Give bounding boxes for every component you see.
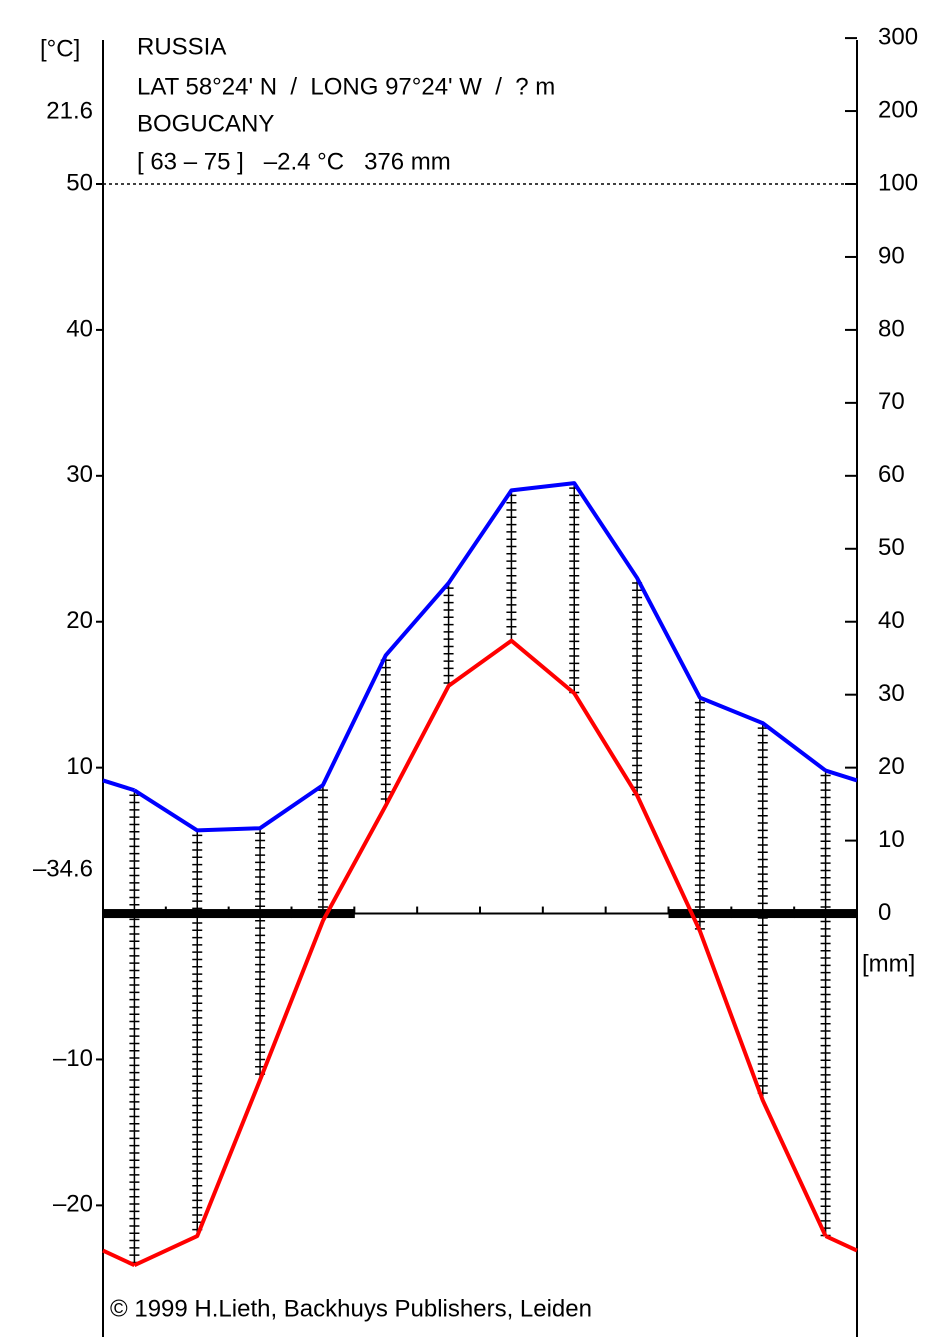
y2-axis-label: [mm] [862,950,915,977]
y2-tick-label: 10 [878,826,905,853]
y2-tick-label: 80 [878,315,905,342]
frost-bar [165,909,230,919]
y2-tick-label: 30 [878,680,905,707]
frost-bar [668,909,732,919]
y-tick-label: –10 [53,1045,93,1072]
y2-tick-label: 0 [878,899,891,926]
y-axis-label: [°C] [40,35,80,62]
subtitle: BOGUCANY [137,110,274,137]
subtitle: [ 63 – 75 ] –2.4 °C 376 mm [137,148,451,175]
frost-bar [228,909,292,919]
footer: © 1999 H.Lieth, Backhuys Publishers, Lei… [110,1295,592,1322]
annotation: –34.6 [33,855,93,882]
line-edge [102,1234,858,1268]
y2-tick-label: 40 [878,607,905,634]
humid-hatch [694,697,705,932]
frost-bar [291,909,355,919]
humid-hatch [632,577,643,796]
y2-tick-label: 50 [878,534,905,561]
y2-tick-label: 300 [878,23,918,50]
frost-bar [103,909,167,919]
line-edge [102,768,858,793]
data-line [133,638,828,1268]
data-line [133,481,827,833]
y2-tick-label: 70 [878,388,905,415]
humid-hatch [317,785,328,921]
chart-title: RUSSIA [137,33,226,60]
y2-tick-label: 20 [878,753,905,780]
frost-bar [731,909,795,919]
humid-hatch [380,655,391,806]
y2-tick-label: 200 [878,96,918,123]
y-tick-label: 50 [66,169,93,196]
y2-tick-label: 100 [878,169,918,196]
subtitle: LAT 58°24' N / LONG 97°24' W / ? m [137,73,555,100]
humid-hatch [569,483,580,694]
y-tick-label: –20 [53,1191,93,1218]
y-tick-label: 40 [66,315,93,342]
y-tick-label: 10 [66,753,93,780]
y2-tick-label: 90 [878,242,905,269]
humid-hatch [820,770,831,1237]
humid-hatch [506,490,517,641]
y-tick-label: 20 [66,607,93,634]
frost-bar [794,909,858,919]
humid-hatch [255,828,266,1080]
y2-tick-label: 60 [878,461,905,488]
humid-hatch [129,790,140,1266]
humid-hatch [443,583,454,686]
annotation: 21.6 [46,97,93,124]
y-tick-label: 30 [66,461,93,488]
humid-hatch [192,830,203,1237]
